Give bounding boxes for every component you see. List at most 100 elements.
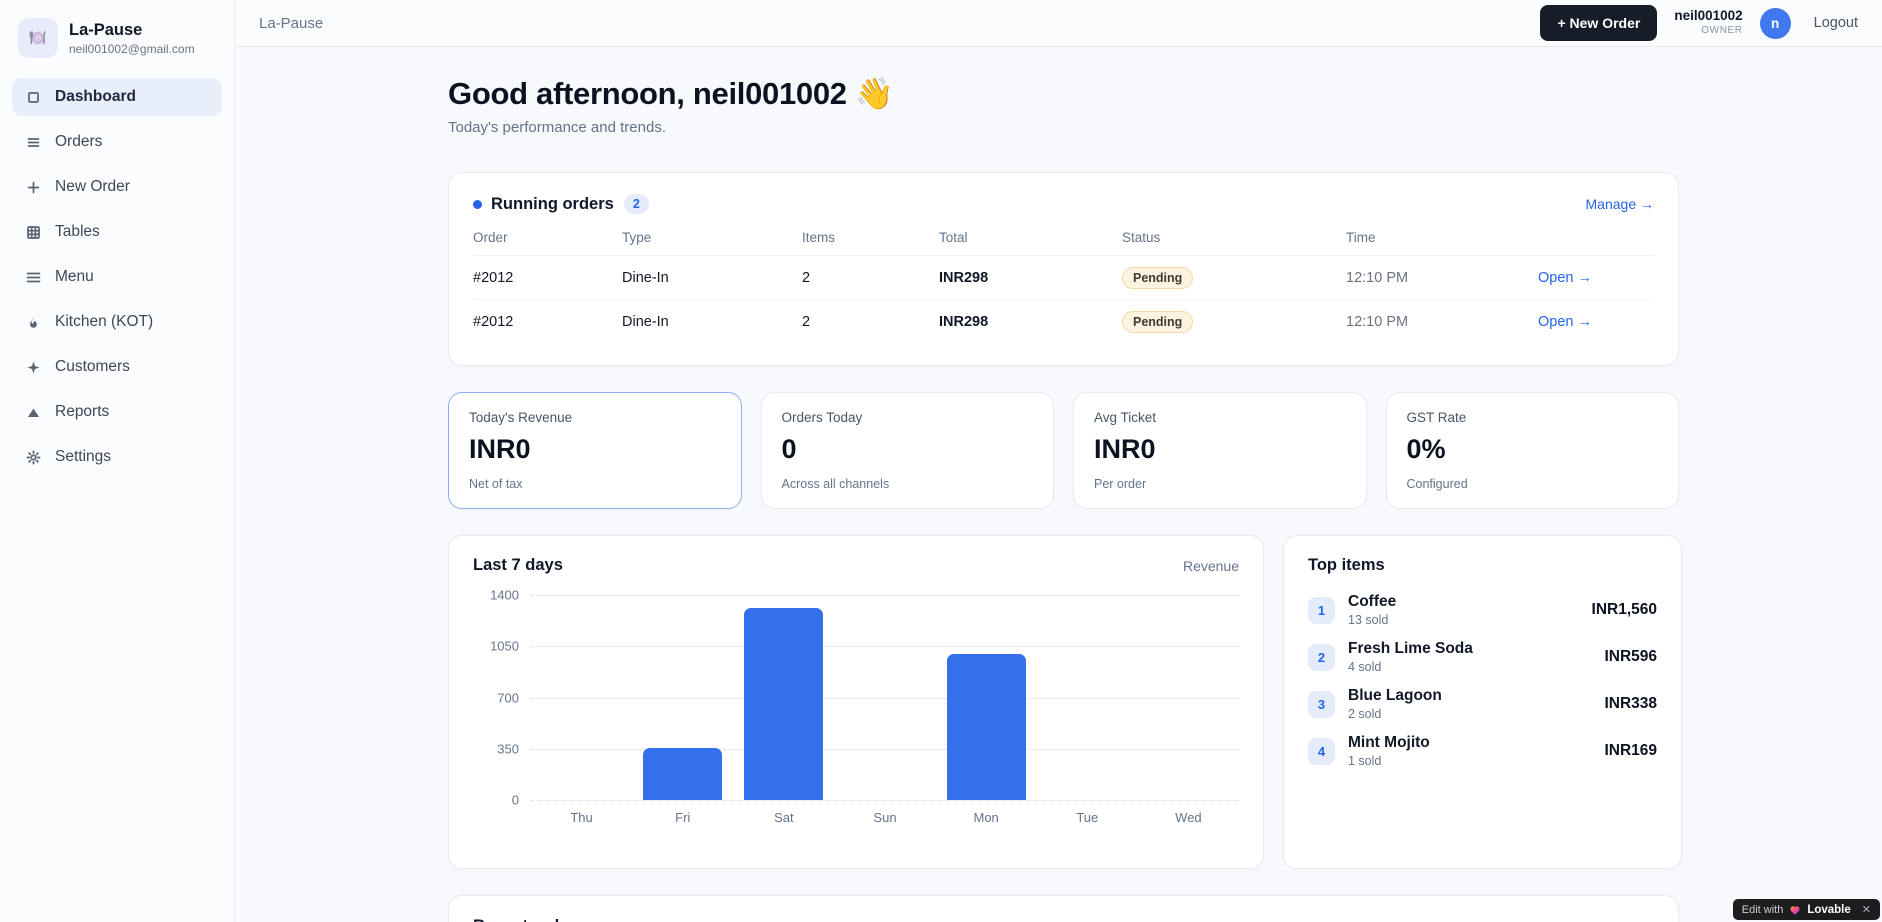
stat-note: Net of tax [469, 477, 523, 491]
bar-slot-fri [632, 595, 733, 800]
lovable-prefix: Edit with [1741, 903, 1784, 916]
gridline [531, 697, 1239, 699]
brand-header: La-Pause neil001002@gmail.com [12, 18, 222, 78]
sidebar-item-label: Orders [55, 133, 103, 150]
top-item-name: Coffee [1348, 593, 1397, 610]
logout-button[interactable]: Logout [1813, 15, 1858, 31]
top-item-amount: INR596 [1604, 648, 1657, 665]
stat-label: Orders Today [781, 410, 863, 425]
order-total: INR298 [939, 269, 989, 286]
stat-card: Orders Today 0 Across all channels [760, 392, 1054, 509]
topbar: La-Pause + New Order neil001002 OWNER n … [235, 0, 1882, 47]
y-tick-label: 0 [511, 792, 519, 808]
sidebar-item-tables[interactable]: Tables [12, 213, 222, 251]
manage-link[interactable]: Manage → [1585, 196, 1654, 212]
top-item-row: 4 Mint Mojito 1 sold INR169 [1308, 734, 1657, 768]
column-header: Items [802, 230, 836, 245]
open-order-link[interactable]: Open → [1538, 269, 1592, 286]
orders-table-body: #2012 Dine-In 2 INR298 Pending 12:10 PM … [473, 256, 1654, 344]
x-tick-label: Sat [774, 810, 794, 825]
top-item-amount: INR338 [1604, 695, 1657, 712]
user-name: neil001002 [1674, 8, 1743, 24]
reports-icon [24, 403, 42, 421]
page-subtitle: Today's performance and trends. [448, 119, 666, 136]
stat-note: Across all channels [781, 477, 890, 491]
stat-card: GST Rate 0% Configured [1385, 392, 1679, 509]
new-order-button[interactable]: + New Order [1540, 5, 1658, 41]
user-role: OWNER [1701, 25, 1743, 37]
running-orders-card: Running orders 2 Manage → Order Type Items… [448, 172, 1679, 366]
sidebar-item-label: New Order [55, 178, 130, 195]
orders-icon [24, 133, 42, 151]
wave-emoji: 👋 [855, 76, 894, 111]
order-status: Pending [1122, 311, 1346, 333]
lovable-close-icon[interactable]: ✕ [1861, 904, 1871, 916]
sidebar-item-orders[interactable]: Orders [12, 123, 222, 161]
recent-orders-card: Recent orders View all → [448, 895, 1679, 922]
brand-text: La-Pause neil001002@gmail.com [69, 21, 195, 56]
status-badge: Pending [1122, 311, 1194, 333]
sidebar-item-customers[interactable]: Customers [12, 348, 222, 386]
chart-bar-sat [744, 608, 824, 800]
restaurant-logo-icon [18, 18, 58, 58]
brand-email: neil001002@gmail.com [69, 41, 195, 56]
bar-slot-wed [1138, 595, 1239, 800]
sidebar-item-label: Settings [55, 448, 112, 465]
recent-orders-title: Recent orders [473, 917, 584, 922]
topbar-right: + New Order neil001002 OWNER n Logout [1540, 5, 1858, 41]
sidebar-item-label: Tables [55, 223, 100, 240]
gridline [531, 595, 1239, 596]
menu-icon [24, 268, 42, 286]
y-tick-label: 350 [497, 741, 519, 757]
top-item-name: Fresh Lime Soda [1348, 640, 1473, 657]
avatar[interactable]: n [1759, 7, 1791, 39]
top-items-list: 1 Coffee 13 sold INR1,560 2 Fresh Lime S… [1308, 593, 1657, 768]
order-type: Dine-In [622, 314, 669, 330]
sidebar-item-new-order[interactable]: New Order [12, 168, 222, 206]
chart-plot-wrap: Thu Fri Sat Sun Mon Tue Wed [531, 595, 1239, 825]
sidebar-item-label: Reports [55, 403, 110, 420]
sidebar-item-reports[interactable]: Reports [12, 393, 222, 431]
x-tick-label: Mon [973, 810, 999, 825]
sidebar-item-label: Menu [55, 268, 94, 285]
lovable-badge[interactable]: Edit with Lovable ✕ [1732, 899, 1880, 920]
open-order-link[interactable]: Open → [1538, 314, 1592, 330]
order-items: 2 [802, 269, 811, 286]
top-item-amount: INR1,560 [1591, 601, 1657, 618]
order-time: 12:10 PM [1346, 314, 1409, 330]
revenue-chart-card: Last 7 days Revenue 0 350 700 1050 1400 Thu F… [448, 535, 1264, 869]
table-row: #2012 Dine-In 2 INR298 Pending 12:10 PM … [473, 256, 1654, 300]
top-item-row: 3 Blue Lagoon 2 sold INR338 [1308, 687, 1657, 721]
right-pane: La-Pause + New Order neil001002 OWNER n … [235, 0, 1882, 922]
top-items-card: Top items 1 Coffee 13 sold INR1,560 2 Fr… [1283, 535, 1682, 869]
order-id: #2012 [473, 269, 514, 286]
stat-label: Avg Ticket [1094, 410, 1157, 425]
table-row: #2012 Dine-In 2 INR298 Pending 12:10 PM … [473, 300, 1654, 344]
top-item-sold: 2 sold [1348, 707, 1382, 721]
y-tick-label: 1050 [490, 638, 519, 654]
view-all-link[interactable]: View all → [1588, 919, 1654, 922]
sidebar-item-kitchen[interactable]: Kitchen (KOT) [12, 303, 222, 341]
customers-icon [24, 358, 42, 376]
kitchen-icon [24, 313, 42, 331]
sidebar-item-menu[interactable]: Menu [12, 258, 222, 296]
sidebar-item-label: Kitchen (KOT) [55, 313, 154, 330]
sidebar-item-settings[interactable]: Settings [12, 438, 222, 476]
chart-header: Last 7 days Revenue [473, 556, 1239, 575]
sidebar-item-label: Customers [55, 358, 130, 375]
x-tick-label: Wed [1175, 810, 1202, 825]
top-item-name: Mint Mojito [1348, 734, 1430, 751]
top-item-text: Fresh Lime Soda 4 sold [1348, 640, 1473, 674]
stat-value: INR0 [469, 434, 531, 464]
order-type: Dine-In [622, 269, 669, 286]
stats-row: Today's Revenue INR0 Net of tax Orders T… [448, 392, 1679, 509]
sidebar-nav: Dashboard Orders New Order Tables Menu K… [12, 78, 222, 476]
settings-icon [24, 448, 42, 466]
chart-area: 0 350 700 1050 1400 Thu Fri Sat Sun Mon Tue Wed [473, 588, 1239, 825]
top-item-row: 2 Fresh Lime Soda 4 sold INR596 [1308, 640, 1657, 674]
chart-plot [531, 595, 1239, 801]
sidebar-item-dashboard[interactable]: Dashboard [12, 78, 222, 116]
column-header: Type [622, 230, 652, 245]
stat-note: Per order [1094, 477, 1147, 491]
